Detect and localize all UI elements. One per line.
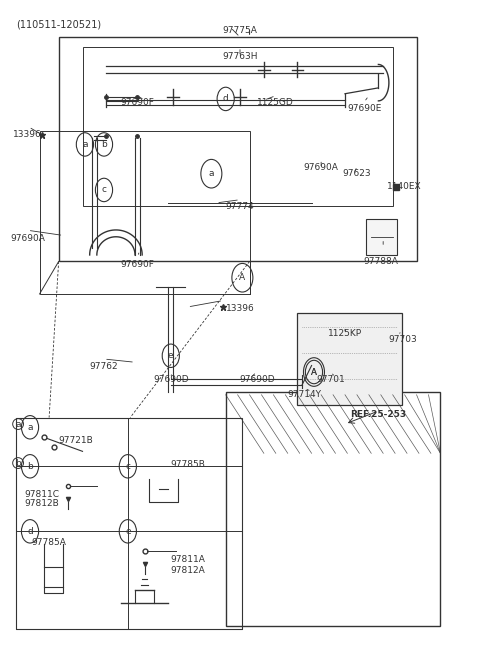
Text: 97774: 97774 — [226, 202, 254, 211]
FancyBboxPatch shape — [297, 313, 402, 404]
Text: c: c — [101, 185, 107, 195]
Text: 97785B: 97785B — [170, 460, 205, 469]
Text: e: e — [125, 527, 131, 536]
Text: A: A — [311, 368, 317, 377]
FancyBboxPatch shape — [366, 219, 397, 255]
Text: 97701: 97701 — [316, 375, 345, 385]
Text: 97690F: 97690F — [120, 98, 155, 106]
Text: a: a — [15, 419, 21, 428]
Text: 97690E: 97690E — [347, 104, 381, 113]
Text: 97762: 97762 — [90, 362, 118, 372]
Text: 97812A: 97812A — [170, 566, 205, 575]
Text: d: d — [27, 527, 33, 536]
Text: e: e — [168, 351, 174, 360]
Text: 97763H: 97763H — [222, 52, 258, 61]
Text: 97788A: 97788A — [363, 257, 398, 266]
Text: a: a — [209, 169, 214, 178]
Text: 97703: 97703 — [388, 335, 417, 344]
Text: 97690D: 97690D — [239, 375, 275, 385]
Text: 97721B: 97721B — [58, 436, 93, 445]
Text: A: A — [311, 368, 317, 377]
Text: 97690D: 97690D — [153, 375, 189, 385]
Text: b: b — [101, 140, 107, 149]
Text: 1140EX: 1140EX — [387, 182, 422, 191]
Text: (110511-120521): (110511-120521) — [16, 20, 101, 29]
Text: A: A — [240, 273, 245, 282]
Text: 97690A: 97690A — [10, 234, 45, 243]
Text: REF.25-253: REF.25-253 — [350, 410, 407, 419]
Text: a: a — [82, 140, 88, 149]
Text: 13396: 13396 — [226, 304, 254, 313]
Text: a: a — [27, 422, 33, 432]
Text: b: b — [15, 458, 21, 468]
Text: d: d — [223, 95, 228, 103]
Text: 97785A: 97785A — [32, 538, 67, 547]
Text: 97812B: 97812B — [24, 499, 60, 508]
Text: 13396: 13396 — [13, 130, 42, 139]
Text: c: c — [125, 462, 131, 471]
Text: 97811A: 97811A — [170, 555, 205, 564]
Text: 97811C: 97811C — [24, 490, 60, 499]
Text: 97690A: 97690A — [304, 163, 338, 172]
Text: 1125KP: 1125KP — [328, 328, 362, 338]
Text: 97714Y: 97714Y — [288, 390, 322, 399]
Text: b: b — [27, 462, 33, 471]
Text: 1125GD: 1125GD — [257, 98, 294, 106]
Text: 97690F: 97690F — [120, 261, 155, 269]
Text: 97623: 97623 — [343, 169, 371, 178]
Text: 97775A: 97775A — [223, 26, 257, 35]
